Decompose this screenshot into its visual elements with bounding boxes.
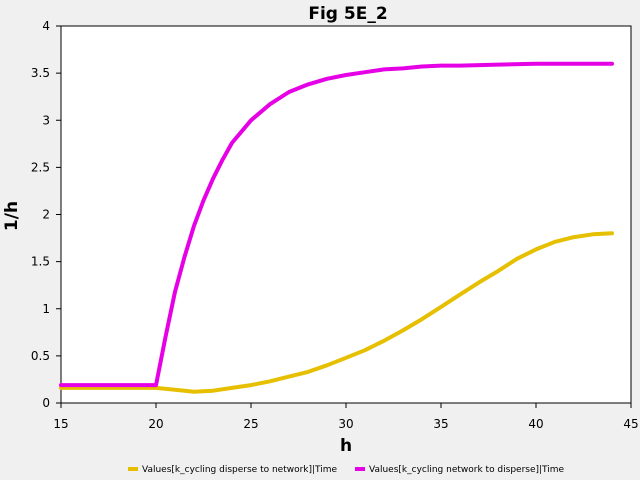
series-layer: [59, 61, 614, 394]
legend-label-1: Values[k_cycling disperse to network]|Ti…: [142, 465, 338, 475]
chart-title: Fig 5E_2: [308, 4, 387, 24]
y-tick-label: 3: [42, 113, 50, 127]
x-axis: 15 20 25 30 35 40 45: [53, 403, 639, 431]
x-axis-label: h: [340, 436, 352, 456]
y-axis-label: 1/h: [2, 201, 22, 231]
y-tick-label: 2: [42, 208, 50, 222]
legend-label-2: Values[k_cycling network to disperse]|Ti…: [369, 465, 565, 475]
y-tick-label: 0.5: [31, 349, 50, 363]
x-tick-label: 20: [148, 417, 163, 431]
x-tick-label: 25: [243, 417, 258, 431]
series-line-2: [59, 61, 614, 388]
y-axis: 0 0.5 1 1.5 2 2.5 3 3.5 4: [31, 19, 61, 410]
y-tick-label: 0: [42, 396, 50, 410]
series-line-1: [59, 231, 614, 394]
y-tick-label: 3.5: [31, 66, 50, 80]
x-tick-label: 40: [528, 417, 543, 431]
x-tick-label: 15: [53, 417, 68, 431]
y-tick-label: 2.5: [31, 160, 50, 174]
x-tick-label: 30: [338, 417, 353, 431]
y-tick-label: 4: [42, 19, 50, 33]
y-tick-label: 1: [42, 302, 50, 316]
x-tick-label: 45: [623, 417, 638, 431]
legend: Values[k_cycling disperse to network]|Ti…: [128, 465, 565, 475]
plot-area: [60, 25, 632, 404]
y-tick-label: 1.5: [31, 255, 50, 269]
x-tick-label: 35: [433, 417, 448, 431]
